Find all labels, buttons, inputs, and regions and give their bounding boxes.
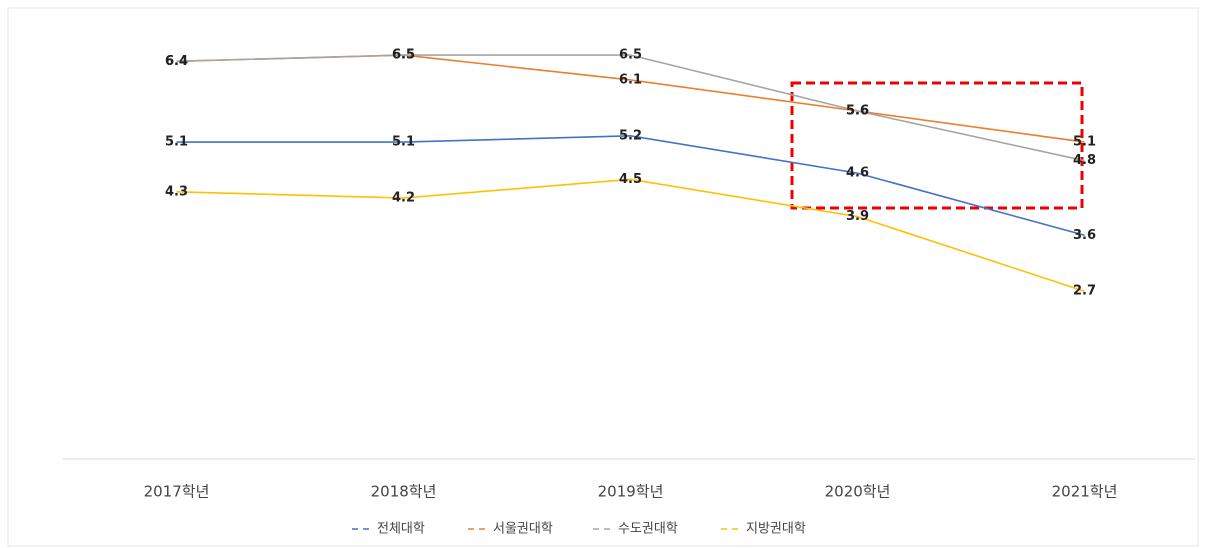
series-line [176,178,1085,292]
data-label: 6.5 [392,48,415,63]
x-tick-label: 2017학년 [144,483,210,501]
data-label: 6.5 [392,48,415,63]
data-label: 5.6 [846,104,869,119]
data-label: 6.1 [619,72,642,87]
data-label: 5.6 [846,104,869,119]
data-label: 3.6 [1073,228,1096,243]
series-line [176,54,1085,162]
x-tick-label: 2021학년 [1052,483,1118,501]
data-label: 4.3 [165,184,188,199]
data-label: 5.2 [619,128,642,143]
data-label: 6.4 [165,54,188,69]
x-tick-label: 2019학년 [598,483,664,501]
frame [7,7,1199,547]
data-label: 3.9 [846,209,869,224]
data-label: 5.1 [1073,135,1096,150]
legend-label: 전체대학 [377,522,425,537]
x-tick-label: 2018학년 [371,483,437,501]
data-label: 4.5 [619,172,642,187]
data-label: 6.5 [619,48,642,63]
data-label: 4.8 [1073,153,1096,168]
data-label: 4.6 [846,166,869,181]
legend-label: 수도권대학 [618,522,678,537]
data-label: 5.1 [392,135,415,150]
x-tick-label: 2020학년 [825,483,891,501]
highlight-box [790,81,1084,210]
data-label: 6.4 [165,54,188,69]
legend-label: 지방권대학 [746,522,806,537]
data-label: 4.2 [392,191,415,206]
data-label: 5.1 [165,135,188,150]
legend-label: 서울권대학 [493,522,553,537]
data-label: 2.7 [1073,284,1096,299]
series-line [176,135,1085,237]
